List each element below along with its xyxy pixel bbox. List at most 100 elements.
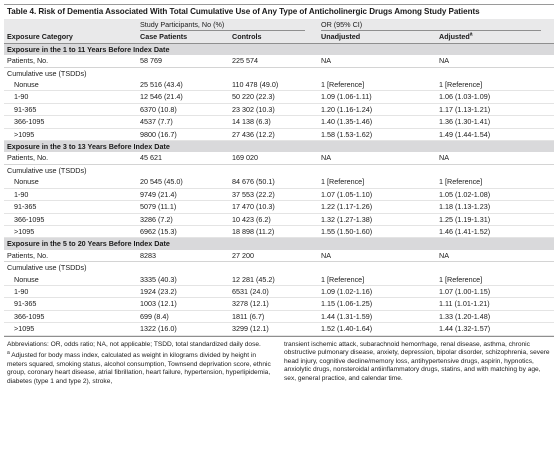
exposure-category-cell: 366-1095 <box>4 213 137 226</box>
cumulative-use-label: Cumulative use (TSDDs) <box>7 68 87 78</box>
exposure-category-header: Exposure Category <box>4 31 137 44</box>
section-header-row: Exposure in the 5 to 20 Years Before Ind… <box>4 237 555 250</box>
adjusted-or-cell: 1.11 (1.01-1.21) <box>436 297 555 311</box>
exposure-category-cell: 91-365 <box>4 200 137 214</box>
exposure-category-cell: Nonuse <box>4 176 137 189</box>
adjusted-or-cell: 1.07 (1.00-1.15) <box>436 285 555 299</box>
controls-cell: 18 898 (11.2) <box>229 225 319 239</box>
unadjusted-or-cell: 1.07 (1.05-1.10) <box>318 188 437 202</box>
unadjusted-or-cell: 1 [Reference] <box>318 79 437 92</box>
adjusted-or-cell: 1.46 (1.41-1.52) <box>436 225 555 239</box>
table-row: >1095 9800 (16.7) 27 436 (12.2) 1.58 (1.53-… <box>4 128 555 142</box>
unadjusted-or-cell: 1.44 (1.31-1.59) <box>318 310 437 324</box>
section-title: Exposure in the 1 to 11 Years Before Ind… <box>4 42 555 56</box>
unadjusted-or-cell: 1.22 (1.17-1.26) <box>318 200 437 214</box>
controls-cell: 6531 (24.0) <box>229 285 319 299</box>
adjusted-or-cell: 1.49 (1.44-1.54) <box>436 128 555 142</box>
table-row: Nonuse 20 545 (45.0) 84 676 (50.1) 1 [Refer… <box>4 176 555 189</box>
unadjusted-header: Unadjusted <box>318 31 437 44</box>
controls-cell: 37 553 (22.2) <box>229 188 319 202</box>
controls-cell: 3299 (12.1) <box>229 322 319 336</box>
exposure-category-cell: Patients, No. <box>4 249 137 263</box>
controls-cell: 17 470 (10.3) <box>229 200 319 214</box>
section-title: Exposure in the 5 to 20 Years Before Ind… <box>4 237 555 250</box>
exposure-category-cell: Patients, No. <box>4 55 137 68</box>
exposure-category-cell: 1-90 <box>4 285 137 299</box>
controls-cell: 110 478 (49.0) <box>229 79 319 92</box>
table-row: 91-365 6370 (10.8) 23 302 (10.3) 1.20 (1.16… <box>4 103 555 117</box>
adjusted-note-mark: a <box>7 349 10 356</box>
case-patients-cell: 9800 (16.7) <box>137 128 229 142</box>
case-patients-header: Case Patients <box>137 31 229 44</box>
table-row: 91-365 1003 (12.1) 3278 (12.1) 1.15 (1.06-1… <box>4 297 555 311</box>
adjusted-or-cell: 1.17 (1.13-1.21) <box>436 103 555 117</box>
case-patients-cell: 3335 (40.3) <box>137 273 229 286</box>
adjusted-or-cell: 1.18 (1.13-1.23) <box>436 200 555 214</box>
unadjusted-or-cell: 1.58 (1.53-1.62) <box>318 128 437 142</box>
exposure-category-cell: 1-90 <box>4 188 137 202</box>
table-row: >1095 1322 (16.0) 3299 (12.1) 1.52 (1.40-1.… <box>4 322 555 336</box>
section-title: Exposure in the 3 to 13 Years Before Ind… <box>4 140 555 153</box>
adjusted-note: a Adjusted for body mass index, calculat… <box>7 349 271 385</box>
header-column-row: Exposure Category Case Patients Controls… <box>4 31 555 44</box>
exposure-category-cell: >1095 <box>4 128 137 142</box>
controls-cell: 12 281 (45.2) <box>229 273 319 286</box>
cumulative-use-label: Cumulative use (TSDDs) <box>7 165 87 175</box>
controls-cell: 169 020 <box>229 152 319 165</box>
exposure-category-cell: 366-1095 <box>4 115 137 129</box>
participants-group-header: Study Participants, No (%) <box>137 19 319 32</box>
exposure-category-cell: >1095 <box>4 322 137 336</box>
table-row: Nonuse 25 516 (43.4) 110 478 (49.0) 1 [Refe… <box>4 79 555 92</box>
case-patients-cell: 45 621 <box>137 152 229 165</box>
controls-cell: 3278 (12.1) <box>229 297 319 311</box>
unadjusted-or-cell: 1.15 (1.06-1.25) <box>318 297 437 311</box>
adjusted-or-cell: 1.25 (1.19-1.31) <box>436 213 555 226</box>
controls-cell: 225 574 <box>229 55 319 68</box>
controls-cell: 27 200 <box>229 249 319 263</box>
case-patients-cell: 9749 (21.4) <box>137 188 229 202</box>
exposure-category-cell: Nonuse <box>4 273 137 286</box>
adjusted-or-cell: NA <box>436 152 555 165</box>
adjusted-footnote-mark: a <box>469 32 473 39</box>
exposure-category-cell: 366-1095 <box>4 310 137 324</box>
table-row: Nonuse 3335 (40.3) 12 281 (45.2) 1 [Referen… <box>4 273 555 286</box>
controls-header: Controls <box>229 31 319 44</box>
controls-cell: 50 220 (22.3) <box>229 90 319 104</box>
adjusted-note-continued: transient ischemic attack, subarachnoid … <box>284 340 550 382</box>
table-row: >1095 6962 (15.3) 18 898 (11.2) 1.55 (1.50-… <box>4 225 555 239</box>
table-row: 1-90 9749 (21.4) 37 553 (22.2) 1.07 (1.05-1… <box>4 188 555 202</box>
adjusted-or-cell: 1 [Reference] <box>436 176 555 189</box>
case-patients-cell: 20 545 (45.0) <box>137 176 229 189</box>
table-title: Table 4. Risk of Dementia Associated Wit… <box>4 4 554 19</box>
cumulative-use-label-row: Cumulative use (TSDDs) <box>4 262 554 274</box>
case-patients-cell: 58 769 <box>137 55 229 68</box>
controls-cell: 1811 (6.7) <box>229 310 319 324</box>
case-patients-cell: 1924 (23.2) <box>137 285 229 299</box>
case-patients-cell: 6370 (10.8) <box>137 103 229 117</box>
cumulative-use-label-row: Cumulative use (TSDDs) <box>4 164 554 176</box>
adjusted-or-cell: 1 [Reference] <box>436 273 555 286</box>
case-patients-cell: 25 516 (43.4) <box>137 79 229 92</box>
case-patients-cell: 1003 (12.1) <box>137 297 229 311</box>
unadjusted-or-cell: 1.09 (1.02-1.16) <box>318 285 437 299</box>
table-row: 366-1095 699 (8.4) 1811 (6.7) 1.44 (1.31-1.… <box>4 310 555 324</box>
table-row: 1-90 12 546 (21.4) 50 220 (22.3) 1.09 (1.06… <box>4 90 555 104</box>
case-patients-cell: 6962 (15.3) <box>137 225 229 239</box>
table-row: 366-1095 3286 (7.2) 10 423 (6.2) 1.32 (1.27… <box>4 213 555 226</box>
unadjusted-or-cell: 1.52 (1.40-1.64) <box>318 322 437 336</box>
cumulative-use-label: Cumulative use (TSDDs) <box>7 263 87 273</box>
case-patients-cell: 4537 (7.7) <box>137 115 229 129</box>
footnotes: Abbreviations: OR, odds ratio; NA, not a… <box>4 335 554 390</box>
exposure-category-cell: Nonuse <box>4 79 137 92</box>
adjusted-or-cell: NA <box>436 249 555 263</box>
unadjusted-or-cell: 1.32 (1.27-1.38) <box>318 213 437 226</box>
unadjusted-or-cell: 1.40 (1.35-1.46) <box>318 115 437 129</box>
unadjusted-or-cell: 1.55 (1.50-1.60) <box>318 225 437 239</box>
adjusted-or-cell: 1 [Reference] <box>436 79 555 92</box>
exposure-category-cell: 91-365 <box>4 297 137 311</box>
adjusted-or-cell: 1.33 (1.20-1.48) <box>436 310 555 324</box>
document-page: Table 4. Risk of Dementia Associated Wit… <box>4 4 555 466</box>
exposure-category-cell: 91-365 <box>4 103 137 117</box>
table-row: 366-1095 4537 (7.7) 14 138 (6.3) 1.40 (1.35… <box>4 115 555 129</box>
unadjusted-or-cell: 1 [Reference] <box>318 176 437 189</box>
